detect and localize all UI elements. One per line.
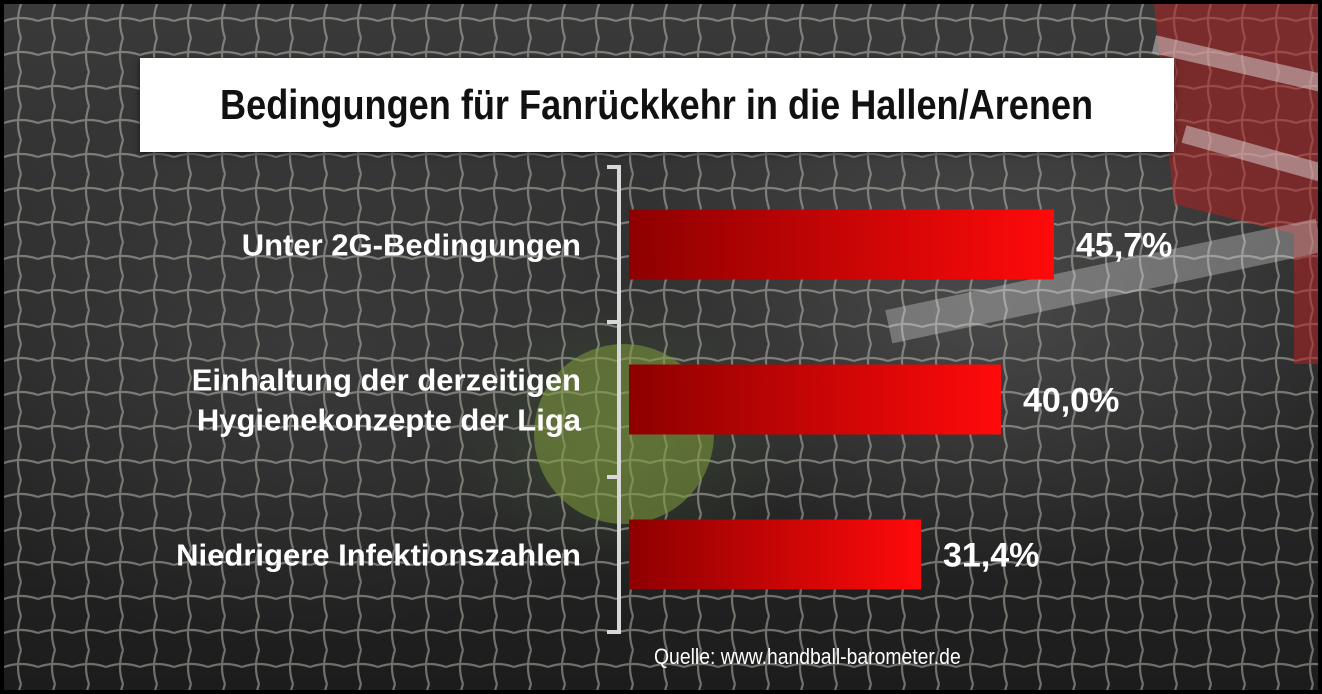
value-label-3: 31,4%: [943, 537, 1039, 575]
bar-2: [629, 364, 1001, 435]
category-label-1: Unter 2G-Bedingungen: [242, 228, 581, 263]
category-label-2: Einhaltung der derzeitigen Hygienekonzept…: [192, 363, 582, 438]
title-box: Bedingungen für Fanrückkehr in die Halle…: [140, 58, 1174, 152]
goalpost-icon: [1154, 4, 1318, 364]
value-label-1: 45,7%: [1076, 227, 1172, 265]
source-note: Quelle: www.handball-barometer.de: [654, 644, 961, 669]
chart-title: Bedingungen für Fanrückkehr in die Halle…: [220, 81, 1094, 128]
bar-3: [629, 519, 922, 590]
category-label-3: Niedrigere Infektionszahlen: [176, 538, 581, 573]
category-axis: [607, 165, 621, 634]
bar-chart: 45,7% Unter 2G-Bedingungen 40,0% Einhaltung…: [176, 165, 1172, 634]
bar-1: [629, 209, 1054, 280]
value-label-2: 40,0%: [1023, 382, 1119, 420]
